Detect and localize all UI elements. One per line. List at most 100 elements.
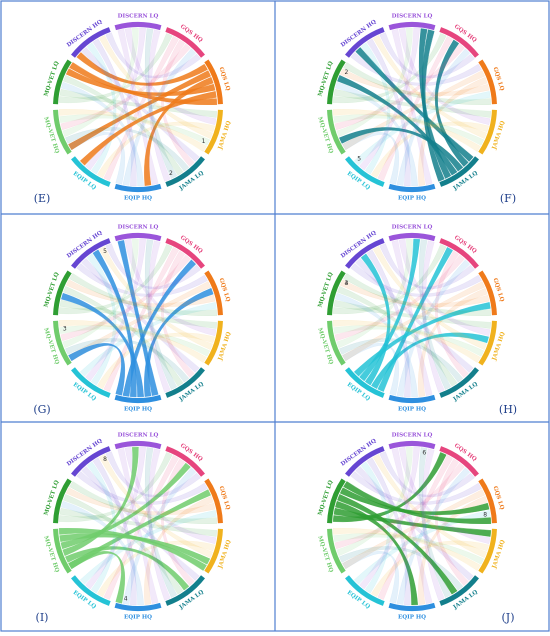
chord-ribbon bbox=[372, 35, 487, 139]
segment-tick-number: 4 bbox=[345, 280, 349, 287]
chord-ribbon bbox=[85, 446, 147, 590]
segment-arc bbox=[71, 446, 111, 477]
chord-ribbon bbox=[366, 249, 411, 398]
chord-ribbon bbox=[342, 70, 485, 151]
chord-ribbon bbox=[353, 510, 491, 585]
chord-ribbon-highlighted bbox=[353, 302, 491, 377]
chord-ribbon bbox=[391, 240, 433, 396]
chord-ribbon bbox=[92, 457, 137, 606]
chord-ribbon bbox=[105, 451, 201, 498]
segment-tick-number: 2 bbox=[169, 170, 173, 177]
segment-tick-number: 1 bbox=[202, 138, 206, 145]
chord-ribbon bbox=[353, 91, 491, 166]
segment-label: JAMA LQ bbox=[178, 589, 205, 611]
chord-ribbon bbox=[98, 454, 213, 558]
segment-arc bbox=[71, 367, 111, 398]
chord-ribbon bbox=[65, 279, 216, 307]
chord-ribbon bbox=[122, 467, 197, 605]
segment-label: JAMA LQ bbox=[452, 381, 479, 403]
chord-ribbon bbox=[58, 108, 207, 152]
segment-tick-number: 6 bbox=[422, 450, 426, 457]
chord-ribbon bbox=[62, 27, 139, 138]
segment-arc bbox=[114, 183, 162, 192]
chord-ribbon bbox=[144, 447, 178, 598]
chord-ribbon-highlighted bbox=[65, 68, 216, 96]
chord-ribbon-highlighted bbox=[144, 287, 214, 397]
segment-arc bbox=[114, 394, 162, 404]
chord-ribbon bbox=[337, 286, 458, 387]
chord-ribbon bbox=[339, 68, 490, 96]
chord-ribbon bbox=[61, 81, 144, 187]
chord-ribbon bbox=[334, 254, 465, 342]
chord-ribbon-highlighted bbox=[337, 494, 458, 595]
segment-arc bbox=[388, 183, 436, 192]
segment-tick-number: 2 bbox=[345, 69, 349, 76]
chord-ribbon bbox=[418, 495, 488, 605]
chord-ribbon bbox=[332, 527, 481, 571]
segment-arc bbox=[204, 478, 223, 524]
segment-tick-number: 5 bbox=[357, 155, 361, 162]
chord-ribbon-highlighted bbox=[79, 91, 217, 166]
chord-ribbon-highlighted bbox=[421, 29, 445, 182]
segment-label: JAMA LQ bbox=[452, 170, 479, 192]
chord-ribbon-highlighted bbox=[68, 70, 211, 151]
chord-ribbon bbox=[360, 461, 391, 594]
chord-ribbon bbox=[339, 279, 490, 307]
segment-arc bbox=[204, 320, 223, 366]
segment-arc bbox=[478, 270, 497, 316]
chord-ribbon bbox=[97, 540, 215, 597]
segment-label: EQIP HQ bbox=[398, 615, 426, 621]
segment-arc bbox=[327, 320, 346, 366]
chord-ribbon-highlighted bbox=[68, 343, 125, 396]
segment-arc bbox=[71, 238, 111, 269]
chord-ribbon bbox=[59, 88, 218, 118]
chord-ribbon bbox=[355, 466, 474, 581]
chord-ribbon-highlighted bbox=[61, 292, 144, 398]
chord-ribbon bbox=[391, 448, 433, 604]
chord-ribbon-highlighted bbox=[76, 52, 208, 86]
chord-ribbon bbox=[434, 250, 469, 378]
chord-ribbon-highlighted bbox=[58, 527, 207, 571]
chord-ribbon-highlighted bbox=[68, 551, 125, 604]
chord-ribbon bbox=[59, 325, 211, 357]
chord-ribbon bbox=[396, 259, 471, 397]
segment-label: DISCERN LQ bbox=[118, 14, 159, 20]
segment-arc bbox=[439, 446, 479, 477]
chord-ribbon bbox=[333, 299, 492, 329]
segment-label: JAMA LQ bbox=[178, 170, 205, 192]
chord-ribbon bbox=[69, 273, 218, 317]
segment-arc bbox=[388, 22, 436, 31]
chord-ribbon-highlighted bbox=[359, 238, 421, 382]
chord-ribbon bbox=[333, 88, 492, 118]
chord-ribbon bbox=[144, 239, 178, 390]
chord-ribbon bbox=[342, 132, 399, 185]
chord-ribbon bbox=[418, 76, 488, 186]
segment-label: EQIP HQ bbox=[124, 196, 152, 202]
segment-arc bbox=[327, 59, 346, 105]
segment-arc bbox=[71, 156, 111, 187]
chord-ribbon bbox=[144, 495, 214, 605]
chord-ribbon bbox=[97, 121, 215, 178]
segment-arc bbox=[345, 367, 385, 398]
segment-arc bbox=[53, 528, 72, 574]
chord-ribbon bbox=[359, 27, 421, 171]
segment-arc bbox=[345, 446, 385, 477]
segment-arc bbox=[388, 602, 436, 611]
chord-ribbon bbox=[58, 319, 207, 363]
segment-label: DISCERN LQ bbox=[392, 14, 433, 20]
chord-ribbon bbox=[333, 325, 485, 357]
chord-ribbon bbox=[396, 467, 471, 605]
chord-ribbon-highlighted bbox=[69, 62, 218, 106]
chord-ribbon bbox=[396, 48, 471, 186]
chord-ribbon bbox=[342, 489, 485, 570]
chord-ribbon-highlighted bbox=[59, 533, 211, 565]
panel-label: (J) bbox=[502, 611, 515, 624]
chord-ribbon bbox=[334, 43, 465, 131]
chord-ribbon bbox=[59, 114, 211, 146]
chord-ribbon bbox=[379, 243, 475, 290]
segment-arc bbox=[478, 59, 497, 105]
segment-arc bbox=[53, 270, 72, 316]
